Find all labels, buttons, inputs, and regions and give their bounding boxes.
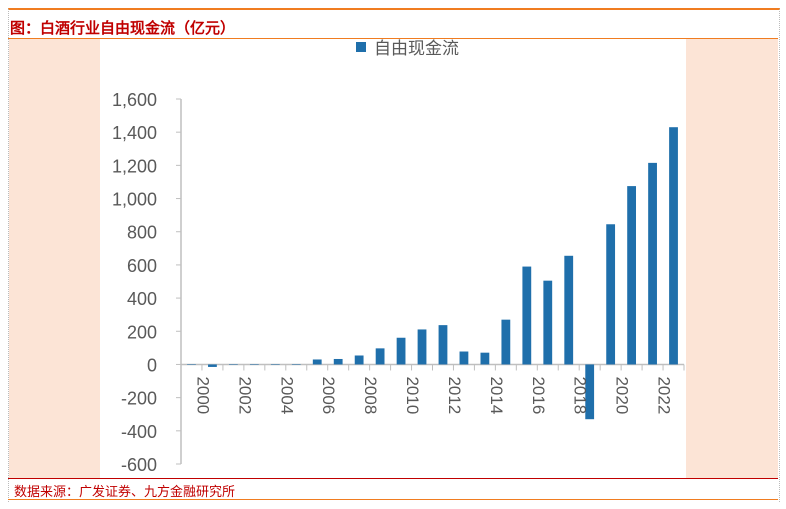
- bar-2023: [669, 127, 678, 365]
- x-tick-label: 2010: [403, 376, 422, 414]
- bar-2019: [585, 364, 595, 420]
- bar-2015: [501, 319, 511, 365]
- x-tick-label: 2014: [487, 376, 506, 414]
- source-note: 数据来源：广发证券、九方金融研究所: [14, 485, 236, 500]
- bar-2004: [270, 364, 280, 365]
- x-tick-label: 2008: [361, 376, 380, 414]
- x-tick-label: 2018: [571, 376, 590, 414]
- bar-2022: [648, 162, 657, 365]
- bar-2020: [606, 224, 616, 365]
- bar-2001: [208, 364, 217, 367]
- bar-2006: [312, 359, 322, 365]
- bar-2017: [543, 280, 553, 365]
- x-tick-label: 2012: [445, 376, 464, 414]
- x-tick-label: 2002: [235, 376, 254, 414]
- bar-2021: [627, 186, 637, 365]
- bar-2014: [480, 352, 490, 365]
- y-tick-label: 0: [147, 355, 157, 375]
- bar-2003: [249, 364, 259, 365]
- y-tick-label: 400: [127, 289, 157, 309]
- y-tick-label: 800: [127, 223, 157, 243]
- y-tick-label: 1,600: [112, 90, 157, 110]
- bar-2011: [417, 329, 427, 365]
- y-tick-label: -200: [121, 389, 157, 409]
- y-tick-label: 1,200: [112, 156, 157, 176]
- bar-2013: [459, 351, 469, 365]
- bar-2016: [522, 266, 532, 365]
- bar-2009: [375, 348, 385, 365]
- x-tick-label: 2004: [277, 376, 296, 414]
- bar-2007: [333, 358, 343, 365]
- x-tick-label: 2022: [655, 376, 674, 414]
- x-tick-label: 2020: [613, 376, 632, 414]
- figure-title: 图：白酒行业自由现金流（亿元）: [10, 19, 236, 37]
- y-tick-label: 1,000: [112, 190, 157, 210]
- y-tick-label: -600: [121, 455, 157, 475]
- y-tick-label: 200: [127, 322, 157, 342]
- y-tick-label: 1,400: [112, 123, 157, 143]
- figure-frame: [8, 8, 780, 502]
- x-tick-label: 2006: [319, 376, 338, 414]
- y-tick-label: -400: [121, 422, 157, 442]
- bar-2008: [354, 355, 364, 365]
- x-tick-label: 2016: [529, 376, 548, 414]
- title-divider: [8, 38, 778, 39]
- legend-label: 自由现金流: [374, 39, 459, 59]
- x-tick-label: 2000: [193, 376, 212, 414]
- bar-2005: [291, 364, 301, 365]
- bar-2002: [228, 364, 238, 365]
- bar-2010: [396, 337, 406, 365]
- bar-2000: [187, 364, 196, 365]
- bar-2012: [438, 325, 448, 365]
- footer-divider: [8, 478, 778, 479]
- bar-2018: [564, 255, 574, 365]
- legend-swatch: [356, 42, 366, 52]
- bottom-border: [8, 499, 778, 500]
- y-tick-label: 600: [127, 256, 157, 276]
